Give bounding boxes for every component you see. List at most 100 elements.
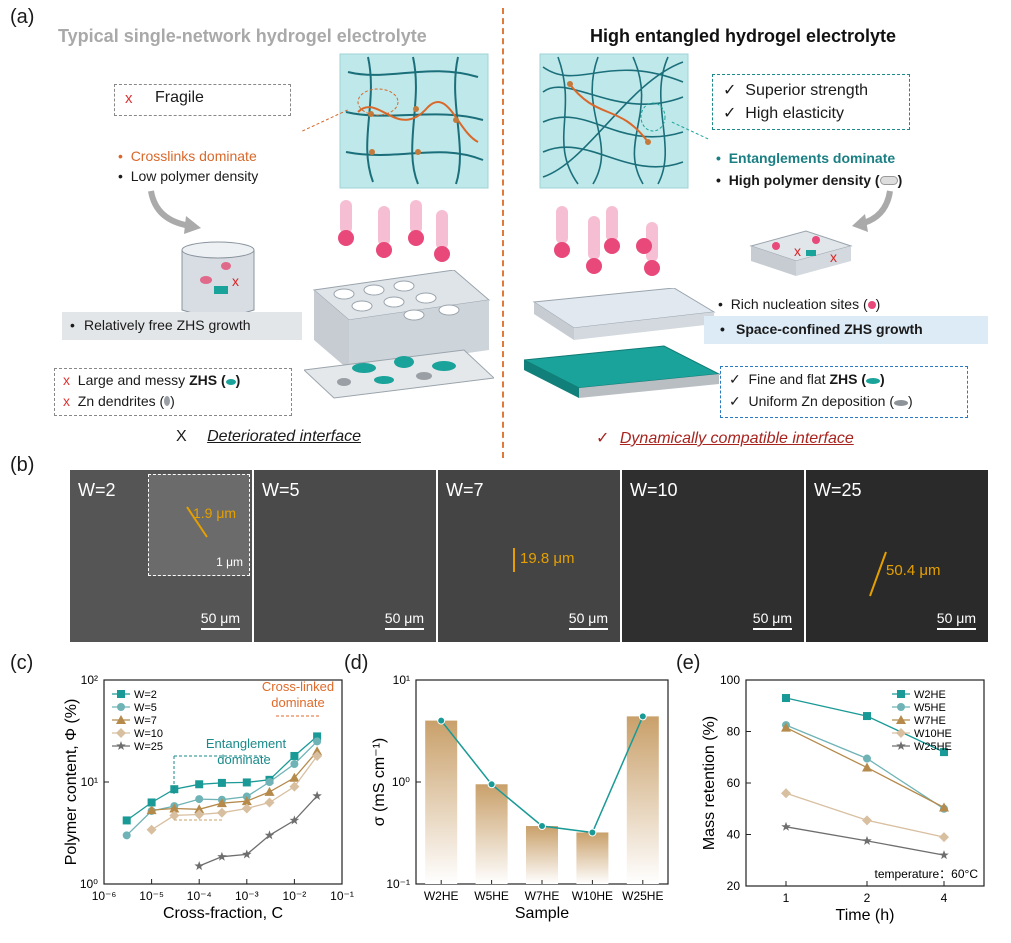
pore-illustration: x xyxy=(181,241,255,317)
single-network-illustration xyxy=(339,53,489,189)
scale-label: 50 μm xyxy=(384,610,424,626)
data-point xyxy=(147,798,156,807)
data-point xyxy=(194,804,205,814)
data-point xyxy=(939,802,949,812)
left-title: Typical single-network hydrogel electrol… xyxy=(58,26,427,46)
x-tick-label: 1 xyxy=(783,891,790,905)
panel-label-e: (e) xyxy=(676,652,701,674)
y-tick-label: 10¹ xyxy=(393,673,410,687)
density-icon xyxy=(879,176,898,185)
entangled-network-illustration xyxy=(539,53,689,189)
zn-ions-left xyxy=(338,200,450,262)
data-point xyxy=(782,694,790,703)
good-zhs-close: ) xyxy=(880,371,885,387)
bar xyxy=(576,832,609,884)
scale-bar: 50 μm xyxy=(200,610,240,630)
inset-scale: 1 μm xyxy=(216,555,243,569)
left-electrode-illustration xyxy=(304,270,494,399)
data-point xyxy=(289,815,300,825)
svg-text:x: x xyxy=(232,273,239,289)
data-point xyxy=(146,824,157,835)
bar xyxy=(425,720,458,884)
density-text: High polymer density ( xyxy=(728,172,880,188)
scale-label: 50 μm xyxy=(568,610,608,626)
y-tick-label: 10² xyxy=(81,673,98,687)
x-mark-icon: x xyxy=(125,90,133,107)
confined-growth-text: Space-confined ZHS growth xyxy=(736,321,923,337)
x-tick-label: W2HE xyxy=(424,889,459,903)
zn-ions-right xyxy=(554,206,660,276)
data-point xyxy=(264,797,275,808)
entangle-text: Entanglements dominate xyxy=(728,150,896,166)
good-zn-text: Uniform Zn deposition ( xyxy=(748,393,895,409)
data-point xyxy=(195,780,204,789)
y-tick-label: 10⁰ xyxy=(392,775,410,789)
data-point xyxy=(781,788,791,799)
scale-label: 50 μm xyxy=(936,610,976,626)
right-caption-mark: ✓ xyxy=(596,430,610,447)
low-density-bullet: • Low polymer density xyxy=(118,168,259,184)
panel-label-b: (b) xyxy=(10,454,35,476)
y-axis-label: Mass retention (%) xyxy=(701,716,718,850)
chart-c: 10⁻⁶ 10⁻⁵ 10⁻⁴ 10⁻³ 10⁻² 10⁻¹ 10⁰ 10¹ 10² Cross-f… xyxy=(63,673,354,922)
legend-label: W7HE xyxy=(914,715,946,727)
y-axis-label: Polymer content, Φ (%) xyxy=(63,699,80,866)
data-point xyxy=(313,732,322,741)
series-line xyxy=(198,795,318,867)
issue-zhs-close: ) xyxy=(235,372,241,388)
left-caption-mark: X xyxy=(176,428,187,445)
panel-divider xyxy=(502,8,504,458)
good-zhs-bold: ZHS ( xyxy=(829,371,867,387)
free-growth-band: • Relatively free ZHS growth xyxy=(62,312,302,340)
sem-w-label: W=5 xyxy=(262,480,300,500)
data-point xyxy=(194,861,204,871)
nucleation-bullet: • Rich nucleation sites () xyxy=(718,296,881,312)
low-density-text: Low polymer density xyxy=(130,168,259,184)
x-tick-label: 10⁻² xyxy=(283,889,307,903)
data-point xyxy=(195,795,204,804)
left-caption-text: Deteriorated interface xyxy=(207,428,361,445)
data-point xyxy=(312,750,323,761)
legend-marker xyxy=(896,741,906,750)
sem-image-w7: W=7 19.8 μm 50 μm xyxy=(438,470,620,642)
scale-bar: 50 μm xyxy=(384,610,424,630)
data-point xyxy=(122,816,131,825)
x-tick-label: W5HE xyxy=(474,889,509,903)
legend-marker xyxy=(116,741,126,750)
sem-image-w5: W=5 50 μm xyxy=(254,470,436,642)
data-point xyxy=(265,778,274,786)
annotation: Entanglement xyxy=(206,736,287,751)
legend-marker xyxy=(897,703,905,711)
nucleation-icon xyxy=(867,301,876,309)
y-tick-label: 60 xyxy=(727,776,741,790)
density-bullet: • High polymer density () xyxy=(716,172,903,188)
measure-label: 19.8 μm xyxy=(520,550,575,567)
x-tick-label: 10⁻⁶ xyxy=(92,889,117,903)
issue-zhs-text: Large and messy xyxy=(77,372,190,388)
zhs-flake-icon xyxy=(225,379,236,385)
x-tick-label: 10⁻³ xyxy=(235,889,259,903)
series-line xyxy=(151,750,318,811)
data-point xyxy=(538,822,546,831)
flat-zhs-icon xyxy=(866,378,881,384)
sem-w-label: W=25 xyxy=(814,480,862,500)
data-point xyxy=(290,751,299,760)
legend-marker xyxy=(117,703,125,711)
issue-dendrites-text: Zn dendrites ( xyxy=(77,393,165,409)
left-caption: X Deteriorated interface xyxy=(176,428,361,446)
legend-label: W2HE xyxy=(914,689,946,701)
x-axis-label: Sample xyxy=(515,905,569,922)
legend-label: W=5 xyxy=(134,702,157,714)
data-point xyxy=(242,849,252,859)
legend-marker xyxy=(117,690,125,698)
prop-elasticity-text: High elasticity xyxy=(745,105,844,122)
panel-label-a: (a) xyxy=(10,6,35,28)
bar xyxy=(626,716,659,884)
good-zn: ✓ Uniform Zn deposition () xyxy=(729,393,913,409)
bar xyxy=(526,826,558,884)
data-point xyxy=(169,810,180,821)
x-tick-label: 2 xyxy=(864,891,871,905)
crosslinks-bullet: • Crosslinks dominate xyxy=(118,148,257,164)
left-issues-box: x Large and messy ZHS () x Zn dendrites … xyxy=(54,368,292,416)
annotation: dominate xyxy=(217,752,270,767)
